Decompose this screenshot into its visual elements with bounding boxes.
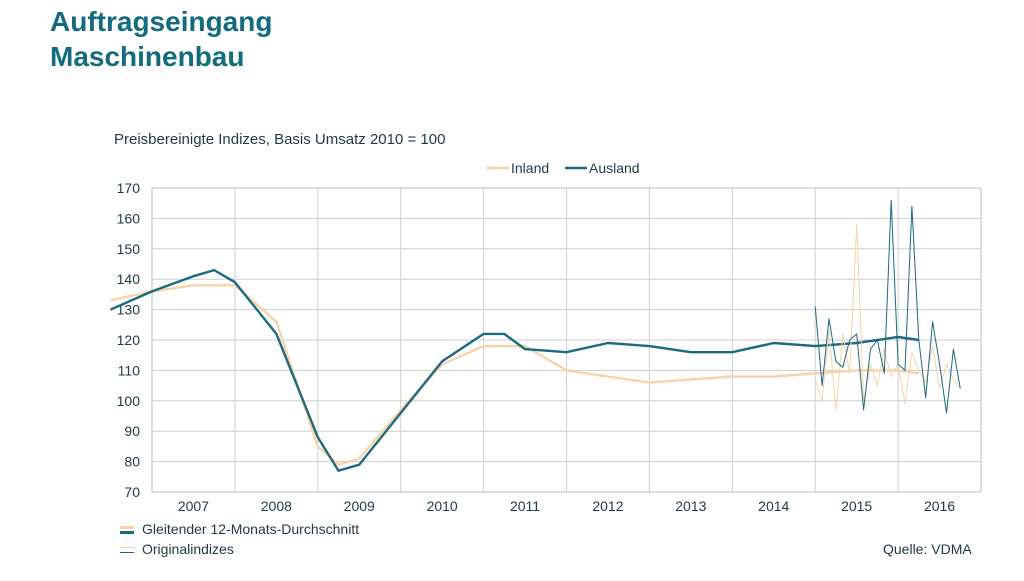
source-note: Quelle: VDMA <box>883 541 972 557</box>
legend-smoothed-label: Gleitender 12-Monats-Durchschnitt <box>142 521 360 537</box>
legend-original-label: Originalindizes <box>142 541 234 557</box>
title-line-1: Auftragseingang <box>50 6 273 37</box>
legend-label: Inland <box>511 160 549 176</box>
series-line-ausland-average <box>110 268 919 472</box>
y-tick-label: 120 <box>117 332 141 348</box>
legend-label: Ausland <box>589 160 640 176</box>
y-tick-label: 70 <box>124 484 140 500</box>
y-tick-label: 150 <box>117 241 141 257</box>
legend-smoothed: Gleitender 12-Monats-Durchschnitt <box>120 521 359 537</box>
x-tick-label: 2012 <box>592 498 623 514</box>
x-tick-label: 2015 <box>841 498 872 514</box>
y-tick-label: 80 <box>124 454 140 470</box>
y-tick-label: 140 <box>117 271 141 287</box>
y-axis-ticks: 70 80 90 100 110 120 130 140 150 160 170 <box>117 180 141 500</box>
y-tick-label: 130 <box>117 302 141 318</box>
x-axis-ticks: 2007 2008 2009 2010 2011 2012 2013 2014 2015 2016 <box>178 498 955 514</box>
chart-subtitle: Preisbereinigte Indizes, Basis Umsatz 20… <box>114 131 446 148</box>
y-tick-label: 110 <box>118 362 141 378</box>
x-tick-label: 2013 <box>675 498 706 514</box>
plot-frame <box>151 187 982 493</box>
series-line-inland-average <box>110 284 919 466</box>
y-tick-label: 170 <box>117 180 141 196</box>
legend-smoothed-swatch <box>120 524 134 536</box>
chart-legend: Inland Ausland <box>487 160 640 176</box>
y-tick-label: 100 <box>117 393 141 409</box>
x-tick-label: 2009 <box>344 498 375 514</box>
x-tick-label: 2016 <box>924 498 955 514</box>
legend-original: Originalindizes <box>120 541 234 557</box>
x-tick-label: 2011 <box>510 498 540 514</box>
x-tick-label: 2010 <box>427 498 458 514</box>
x-tick-label: 2008 <box>261 498 292 514</box>
x-tick-label: 2014 <box>758 498 789 514</box>
series-line-inland-original <box>814 224 961 411</box>
legend-original-swatch <box>120 544 134 556</box>
y-tick-label: 160 <box>117 210 141 226</box>
x-tick-label: 2007 <box>178 498 209 514</box>
page-title: Auftragseingang Maschinenbau <box>50 4 272 74</box>
series-layer <box>110 199 961 472</box>
y-tick-label: 90 <box>124 423 140 439</box>
series-line-ausland-original <box>814 199 961 414</box>
title-line-2: Maschinenbau <box>50 41 245 72</box>
